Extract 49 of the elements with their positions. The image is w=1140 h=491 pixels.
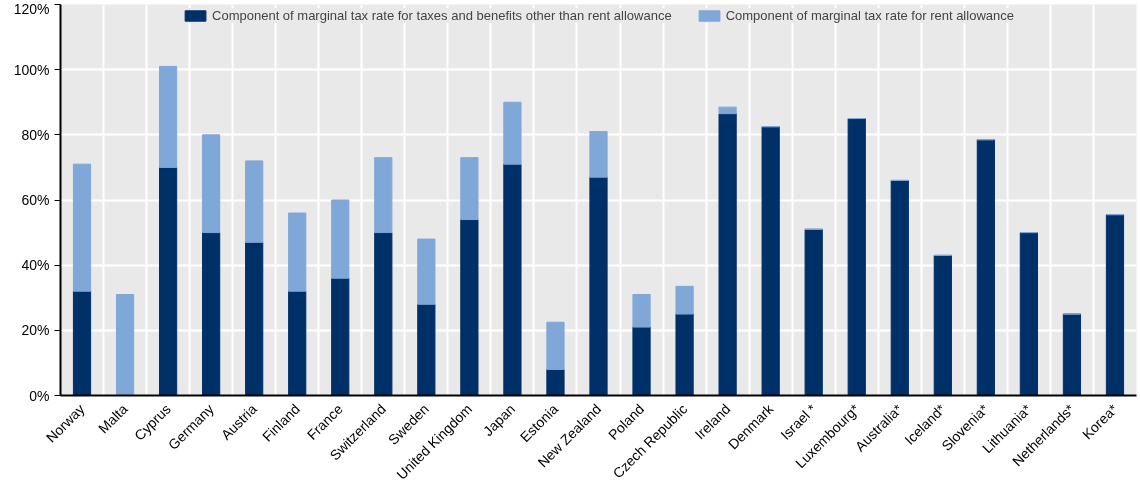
bar	[245, 241, 264, 396]
bar	[460, 219, 479, 396]
y-tick-label: 0%	[29, 387, 50, 404]
bar	[202, 134, 221, 234]
bar	[288, 212, 307, 292]
bar	[1062, 313, 1082, 396]
bar	[847, 118, 866, 396]
bar	[158, 166, 178, 396]
y-tick-label: 40%	[21, 257, 50, 274]
bar	[718, 106, 737, 115]
bar	[546, 368, 565, 396]
bar	[761, 126, 780, 396]
y-tick-label: 20%	[21, 322, 50, 339]
bar	[933, 254, 952, 396]
bar	[72, 290, 92, 396]
bar	[976, 139, 995, 396]
bar	[890, 179, 909, 396]
bar	[374, 157, 393, 234]
legend-label: Component of marginal tax rate for taxes and benefits other than rent allowance	[212, 8, 672, 23]
bar	[288, 290, 307, 396]
bar	[503, 163, 522, 396]
bar	[589, 131, 608, 178]
bar	[331, 277, 350, 396]
y-tick-label: 60%	[21, 192, 50, 208]
bar	[718, 113, 737, 396]
bar	[632, 293, 651, 328]
bar	[72, 163, 92, 292]
bar	[331, 199, 350, 279]
y-tick-label: 120%	[13, 0, 50, 17]
bar	[158, 65, 178, 168]
bar	[804, 228, 823, 396]
legend-label: Component of marginal tax rate for rent allowance	[725, 8, 1014, 23]
bar	[460, 157, 479, 221]
bar	[503, 101, 522, 165]
bar	[202, 232, 221, 396]
bar	[675, 313, 694, 396]
bar	[589, 176, 608, 396]
bar	[546, 321, 565, 370]
bar	[632, 326, 651, 396]
y-tick-label: 80%	[21, 126, 50, 143]
bar	[374, 232, 393, 396]
bar	[675, 285, 694, 315]
bar	[115, 293, 135, 396]
bar	[417, 238, 436, 305]
bar	[417, 303, 436, 396]
bar	[1019, 232, 1039, 396]
bar	[1105, 214, 1125, 396]
y-tick-label: 100%	[13, 61, 50, 78]
bar	[245, 160, 264, 243]
